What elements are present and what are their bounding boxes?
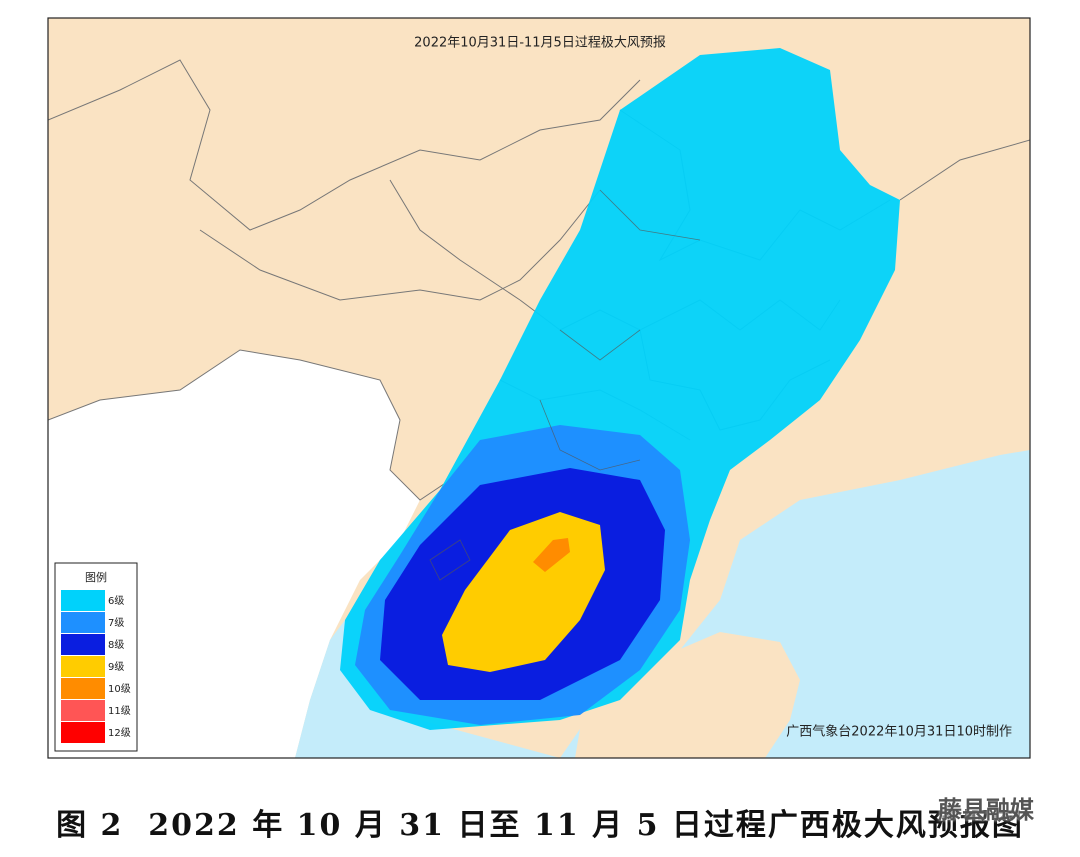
legend-label: 6级 <box>108 595 124 607</box>
map: 2022年10月31日-11月5日过程极大风预报 广西气象台2022年10月31… <box>47 17 1031 759</box>
legend-swatch <box>61 678 105 699</box>
legend-swatch <box>61 700 105 721</box>
map-title: 2022年10月31日-11月5日过程极大风预报 <box>414 36 666 51</box>
wind-zone-10 <box>533 538 570 572</box>
legend-label: 10级 <box>108 683 131 695</box>
legend-swatch <box>61 590 105 611</box>
map-frame <box>47 17 1031 759</box>
legend: 图例 6级 7级 8级 9级 10级 11级 12级 <box>54 562 138 752</box>
legend-title: 图例 <box>85 570 107 584</box>
legend-label: 7级 <box>108 617 124 629</box>
neighbor-land <box>48 350 420 758</box>
inner-boundaries <box>429 189 701 581</box>
legend-swatch <box>61 722 105 743</box>
map-body <box>48 18 1030 758</box>
legend-swatch <box>61 656 105 677</box>
watermark: 藤县融媒 <box>938 796 1034 824</box>
legend-swatch <box>61 634 105 655</box>
legend-label: 8级 <box>108 639 124 651</box>
caption: 图 2 2022 年 10 月 31 日至 11 月 5 日过程广西极大风预报图 <box>56 808 1024 843</box>
island <box>575 632 800 758</box>
credit: 广西气象台2022年10月31日10时制作 <box>786 724 1012 740</box>
legend-label: 12级 <box>108 727 131 739</box>
legend-label: 9级 <box>108 661 124 673</box>
legend-swatch <box>61 612 105 633</box>
legend-label: 11级 <box>108 705 131 717</box>
